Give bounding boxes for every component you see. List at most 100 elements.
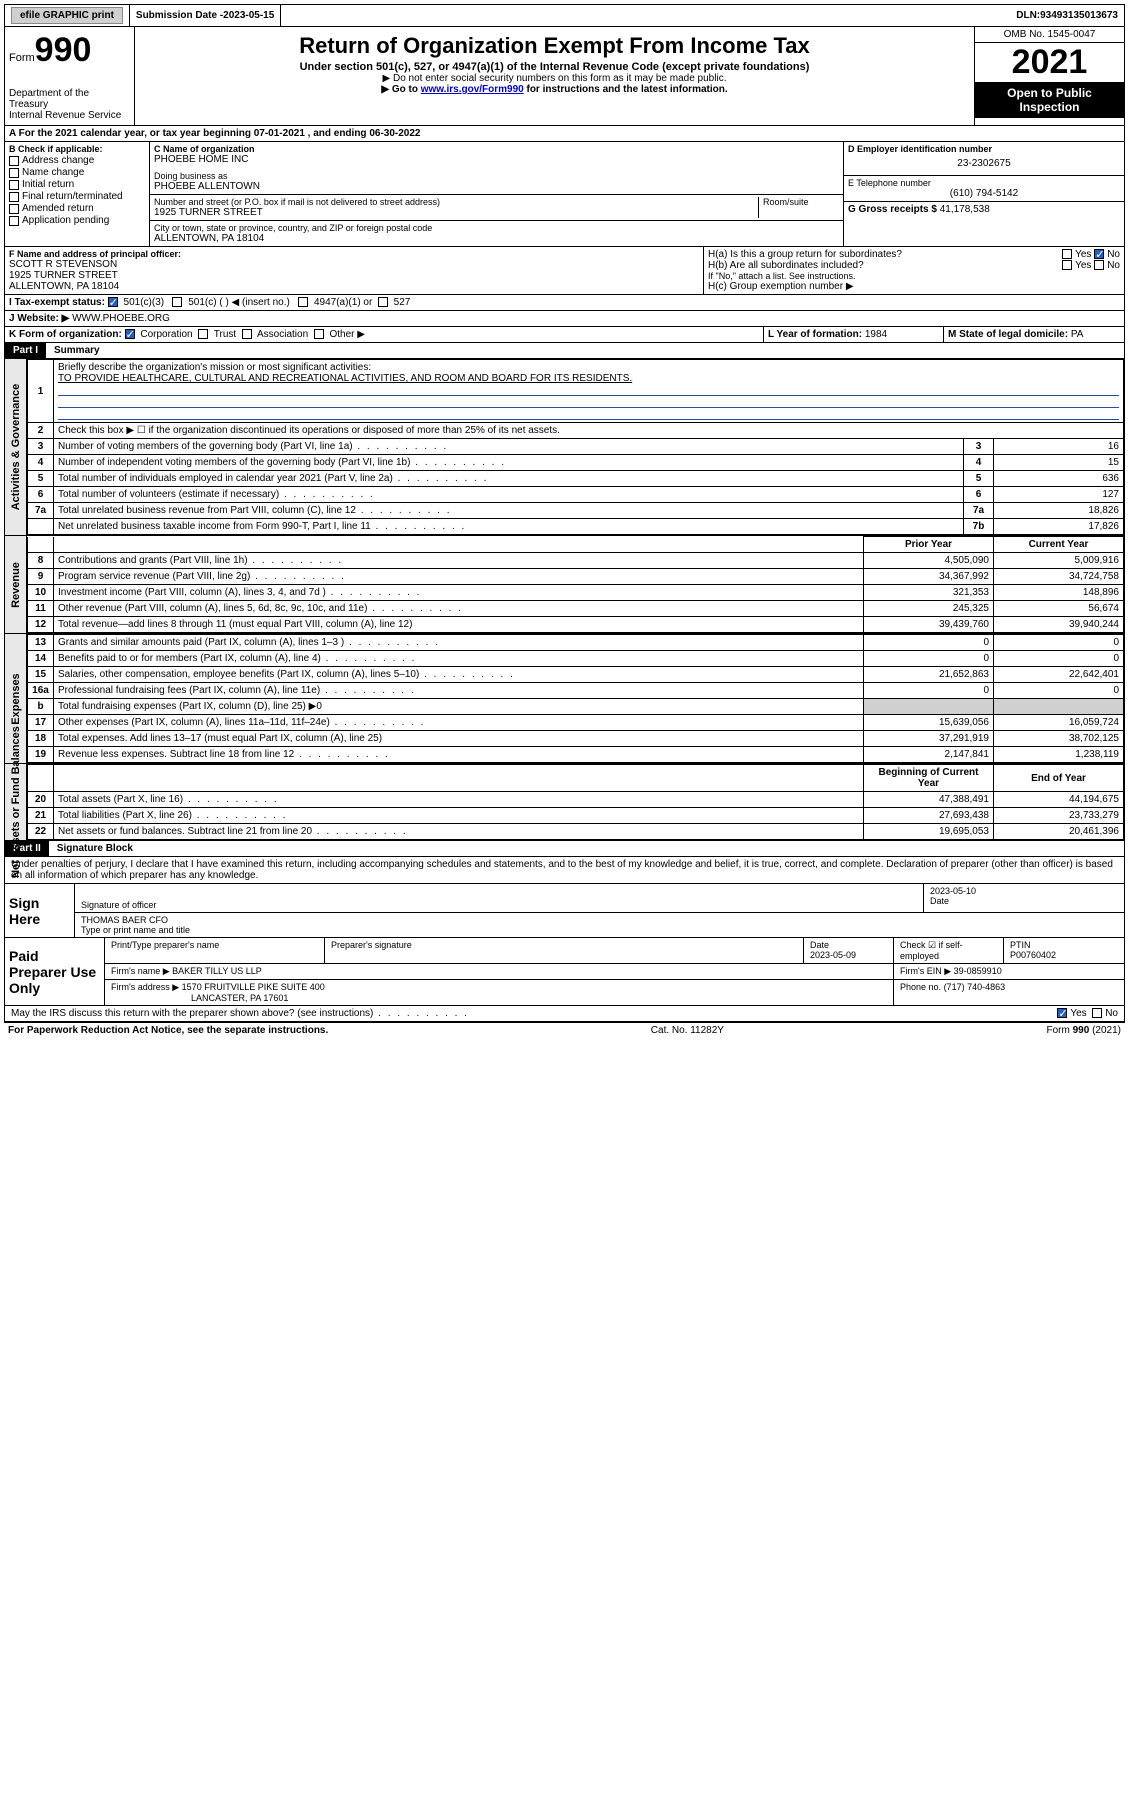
table-row: 15Salaries, other compensation, employee… [28, 667, 1124, 683]
table-row: 11Other revenue (Part VIII, column (A), … [28, 601, 1124, 617]
chk-501c[interactable] [172, 297, 182, 307]
revenue-section: Revenue Prior YearCurrent Year 8Contribu… [4, 536, 1125, 634]
table-row: 3Number of voting members of the governi… [28, 439, 1124, 455]
section-bcdefg: B Check if applicable: Address change Na… [4, 142, 1125, 247]
officer-date: 2023-05-10 [930, 886, 1118, 896]
efile-button[interactable]: efile GRAPHIC print [11, 7, 123, 24]
dln-cell: DLN: 93493135013673 [1010, 5, 1124, 26]
phone-value: (610) 794-5142 [848, 188, 1120, 199]
table-row: 7aTotal unrelated business revenue from … [28, 503, 1124, 519]
header-left: Form990 Department of the Treasury Inter… [5, 27, 135, 125]
prep-name-label: Print/Type preparer's name [105, 938, 325, 963]
footer-right: Form 990 (2021) [1047, 1025, 1121, 1036]
table-row: 13Grants and similar amounts paid (Part … [28, 635, 1124, 651]
irs-label: Internal Revenue Service [9, 110, 130, 121]
table-row: 4Number of independent voting members of… [28, 455, 1124, 471]
note-ssn: ▶ Do not enter social security numbers o… [139, 73, 970, 84]
form-subtitle: Under section 501(c), 527, or 4947(a)(1)… [139, 61, 970, 73]
chk-pending[interactable]: Application pending [9, 215, 145, 226]
street-cell: Number and street (or P.O. box if mail i… [150, 195, 843, 221]
prep-date: 2023-05-09 [810, 950, 887, 960]
chk-assoc[interactable] [242, 329, 252, 339]
vtab-governance: Activities & Governance [5, 359, 27, 535]
chk-trust[interactable] [198, 329, 208, 339]
chk-4947[interactable] [298, 297, 308, 307]
chk-other[interactable] [314, 329, 324, 339]
officer-name: SCOTT R STEVENSON [9, 259, 699, 270]
table-row: 18Total expenses. Add lines 13–17 (must … [28, 731, 1124, 747]
tax-year: 2021 [975, 43, 1124, 82]
expenses-table: 13Grants and similar amounts paid (Part … [27, 634, 1124, 763]
section-h: H(a) Is this a group return for subordin… [704, 247, 1124, 294]
discuss-yes[interactable] [1057, 1008, 1067, 1018]
table-row: 6Total number of volunteers (estimate if… [28, 487, 1124, 503]
table-row: 9Program service revenue (Part VIII, lin… [28, 569, 1124, 585]
org-name: PHOEBE HOME INC [154, 154, 839, 165]
section-f: F Name and address of principal officer:… [5, 247, 704, 294]
table-row: 5Total number of individuals employed in… [28, 471, 1124, 487]
officer-sig-label: Signature of officer [81, 900, 917, 910]
dba-name: PHOEBE ALLENTOWN [154, 181, 839, 192]
footer-left: For Paperwork Reduction Act Notice, see … [8, 1025, 328, 1036]
gross-receipts: 41,178,538 [940, 204, 990, 215]
chk-corp[interactable] [125, 329, 135, 339]
note-link: ▶ Go to www.irs.gov/Form990 for instruct… [139, 84, 970, 95]
table-row: 10Investment income (Part VIII, column (… [28, 585, 1124, 601]
chk-501c3[interactable] [108, 297, 118, 307]
part2-header: Part II Signature Block [4, 841, 1125, 857]
table-row: Net unrelated business taxable income fr… [28, 519, 1124, 535]
netassets-table: Beginning of Current YearEnd of Year 20T… [27, 764, 1124, 840]
gross-cell: G Gross receipts $ 41,178,538 [844, 202, 1124, 217]
chk-527[interactable] [378, 297, 388, 307]
table-row: 22Net assets or fund balances. Subtract … [28, 824, 1124, 840]
ein-cell: D Employer identification number 23-2302… [844, 142, 1124, 176]
vtab-netassets: Net Assets or Fund Balances [5, 764, 27, 840]
chk-name[interactable]: Name change [9, 167, 145, 178]
website-value: WWW.PHOEBE.ORG [72, 313, 170, 324]
expenses-section: Expenses 13Grants and similar amounts pa… [4, 634, 1125, 764]
part1-header: Part I Summary [4, 343, 1125, 359]
ein-value: 23-2302675 [848, 154, 1120, 173]
firm-ein: 39-0859910 [954, 966, 1002, 976]
governance-section: Activities & Governance 1 Briefly descri… [4, 359, 1125, 536]
hb-row: H(b) Are all subordinates included? Yes … [708, 260, 1120, 271]
page-footer: For Paperwork Reduction Act Notice, see … [4, 1022, 1125, 1038]
form-header: Form990 Department of the Treasury Inter… [4, 27, 1125, 126]
chk-final[interactable]: Final return/terminated [9, 191, 145, 202]
table-row: 16aProfessional fundraising fees (Part I… [28, 683, 1124, 699]
discuss-no[interactable] [1092, 1008, 1102, 1018]
street-address: 1925 TURNER STREET [154, 207, 754, 218]
efile-label: efile GRAPHIC print [5, 5, 130, 26]
hb-no[interactable] [1094, 260, 1104, 270]
table-row: bTotal fundraising expenses (Part IX, co… [28, 699, 1124, 715]
chk-address[interactable]: Address change [9, 155, 145, 166]
paid-preparer-label: Paid Preparer Use Only [5, 938, 105, 1005]
governance-table: 1 Briefly describe the organization's mi… [27, 359, 1124, 535]
irs-link[interactable]: www.irs.gov/Form990 [421, 84, 524, 95]
submission-cell: Submission Date - 2023-05-15 [130, 5, 281, 26]
section-c: C Name of organization PHOEBE HOME INC D… [150, 142, 844, 246]
revenue-table: Prior YearCurrent Year 8Contributions an… [27, 536, 1124, 633]
prep-sig-label: Preparer's signature [325, 938, 804, 963]
hb-yes[interactable] [1062, 260, 1072, 270]
netassets-section: Net Assets or Fund Balances Beginning of… [4, 764, 1125, 841]
table-row: 8Contributions and grants (Part VIII, li… [28, 553, 1124, 569]
table-row: 14Benefits paid to or for members (Part … [28, 651, 1124, 667]
vtab-revenue: Revenue [5, 536, 27, 633]
room-label: Room/suite [759, 197, 839, 218]
chk-amended[interactable]: Amended return [9, 203, 145, 214]
ha-no[interactable] [1094, 249, 1104, 259]
ptin-value: P00760402 [1010, 950, 1118, 960]
signature-block: Under penalties of perjury, I declare th… [4, 857, 1125, 1022]
table-row: 17Other expenses (Part IX, column (A), l… [28, 715, 1124, 731]
footer-mid: Cat. No. 11282Y [651, 1025, 724, 1036]
self-employed-cell: Check ☑ if self-employed [894, 938, 1004, 963]
phone-cell: E Telephone number (610) 794-5142 [844, 176, 1124, 202]
chk-initial[interactable]: Initial return [9, 179, 145, 190]
org-name-cell: C Name of organization PHOEBE HOME INC D… [150, 142, 843, 195]
ha-yes[interactable] [1062, 249, 1072, 259]
table-row: 19Revenue less expenses. Subtract line 1… [28, 747, 1124, 763]
ha-row: H(a) Is this a group return for subordin… [708, 249, 1120, 260]
city-cell: City or town, state or province, country… [150, 221, 843, 246]
table-row: 12Total revenue—add lines 8 through 11 (… [28, 617, 1124, 633]
